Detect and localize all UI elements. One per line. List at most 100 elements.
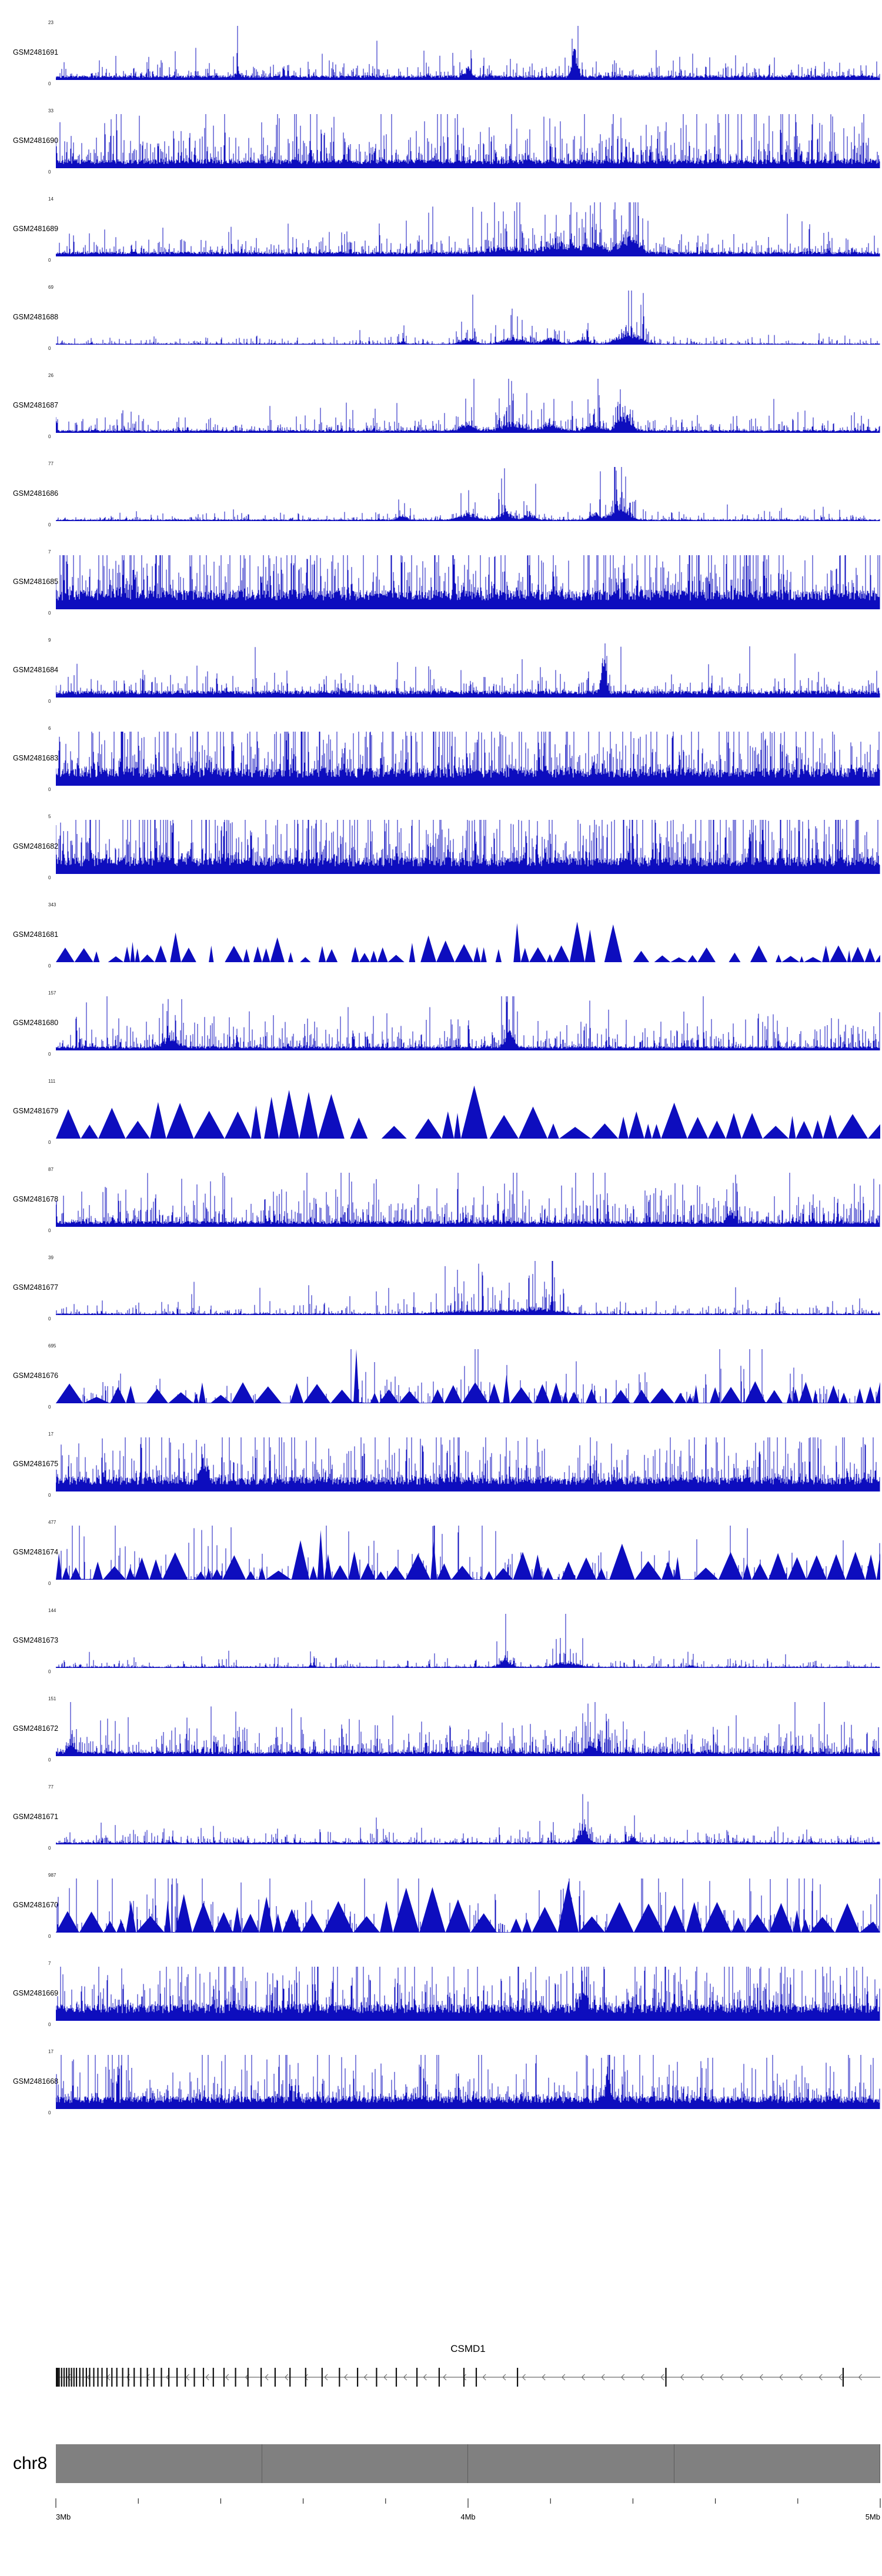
track-ymax-label: 987 [48,1873,56,1878]
track-ymin-label: 0 [48,1934,51,1939]
coverage-plot [56,820,880,874]
track-sample-label: GSM2481674 [13,1548,59,1556]
coverage-track-row: GSM2481673 144 0 [0,1607,882,1695]
track-sample-label: GSM2481673 [13,1636,59,1644]
track-ymin-label: 0 [48,1581,51,1586]
coverage-plot [56,732,880,786]
coverage-track-row: GSM2481670 987 0 [0,1871,882,1960]
coverage-track-row: GSM2481677 39 0 [0,1254,882,1342]
coverage-track-row: GSM2481680 157 0 [0,989,882,1077]
track-sample-label: GSM2481670 [13,1901,59,1909]
coverage-track-row: GSM2481686 77 0 [0,460,882,548]
track-sample-label: GSM2481680 [13,1019,59,1027]
track-sample-label: GSM2481683 [13,754,59,762]
axis-label-5mb: 5Mb [865,2512,880,2521]
coverage-plot [56,1614,880,1668]
coverage-track-row: GSM2481688 69 0 [0,283,882,372]
track-ymax-label: 23 [48,20,54,25]
track-ymax-label: 695 [48,1343,56,1349]
track-ymax-label: 144 [48,1608,56,1613]
track-ymin-label: 0 [48,1493,51,1498]
track-ymin-label: 0 [48,1404,51,1410]
track-ymin-label: 0 [48,2110,51,2115]
track-ymax-label: 157 [48,990,56,996]
gene-name-label: CSMD1 [450,2343,486,2354]
track-sample-label: GSM2481675 [13,1460,59,1468]
track-ymax-label: 14 [48,196,54,202]
track-ymin-label: 0 [48,1669,51,1674]
track-sample-label: GSM2481689 [13,225,59,233]
track-ymax-label: 6 [48,726,51,731]
track-ymin-label: 0 [48,1846,51,1851]
track-ymin-label: 0 [48,787,51,792]
coverage-track-row: GSM2481669 7 0 [0,1960,882,2048]
coverage-plot [56,1794,880,1844]
track-ymin-label: 0 [48,875,51,880]
axis-label-4mb: 4Mb [460,2512,476,2521]
gene-exons [56,2368,844,2387]
track-sample-label: GSM2481684 [13,666,59,674]
track-ymax-label: 477 [48,1520,56,1525]
track-sample-label: GSM2481668 [13,2077,59,2086]
coverage-track-row: GSM2481674 477 0 [0,1519,882,1607]
coverage-plot [56,379,880,433]
track-ymax-label: 111 [48,1079,56,1084]
chromosome-ideogram [56,2444,880,2483]
coverage-track-row: GSM2481681 343 0 [0,901,882,989]
axis-label-3mb: 3Mb [56,2512,71,2521]
coverage-plot [56,1526,880,1580]
track-ymin-label: 0 [48,1228,51,1233]
coverage-track-row: GSM2481690 33 0 [0,107,882,195]
coverage-plot [56,26,880,80]
track-ymin-label: 0 [48,1052,51,1057]
track-ymax-label: 69 [48,285,54,290]
coverage-plot [56,202,880,256]
track-ymax-label: 33 [48,108,54,114]
coverage-track-row: GSM2481685 7 0 [0,548,882,636]
track-ymax-label: 39 [48,1255,54,1260]
coverage-track-row: GSM2481691 23 0 [0,19,882,107]
coverage-plot [56,555,880,609]
coverage-plot [56,1437,880,1491]
coverage-track-row: GSM2481679 111 0 [0,1077,882,1166]
coverage-track-row: GSM2481689 14 0 [0,195,882,283]
coverage-plot [56,1261,880,1315]
coverage-track-row: GSM2481676 695 0 [0,1342,882,1430]
track-ymin-label: 0 [48,81,51,86]
track-ymax-label: 7 [48,549,51,555]
coverage-plot [56,1085,880,1139]
track-ymax-label: 87 [48,1167,54,1172]
coverage-plot [56,291,880,345]
track-ymin-label: 0 [48,522,51,528]
track-ymax-label: 17 [48,2049,54,2054]
coverage-track-row: GSM2481687 26 0 [0,372,882,460]
genomic-axis-ticks [55,2498,881,2508]
track-ymin-label: 0 [48,258,51,263]
track-sample-label: GSM2481687 [13,401,59,409]
track-sample-label: GSM2481688 [13,313,59,321]
coverage-track-row: GSM2481671 77 0 [0,1783,882,1871]
track-sample-label: GSM2481671 [13,1813,59,1821]
coverage-plot [56,1702,880,1756]
track-ymin-label: 0 [48,610,51,616]
track-ymax-label: 7 [48,1961,51,1966]
track-ymax-label: 5 [48,814,51,819]
coverage-plot [56,1878,880,1933]
coverage-plot [56,467,880,521]
track-ymax-label: 77 [48,461,54,466]
track-sample-label: GSM2481679 [13,1107,59,1115]
coverage-track-row: GSM2481668 17 0 [0,2048,882,2136]
gene-model [56,2368,880,2387]
coverage-plot [56,643,880,698]
coverage-track-row: GSM2481678 87 0 [0,1166,882,1254]
coverage-track-row: GSM2481683 6 0 [0,725,882,813]
track-ymax-label: 17 [48,1432,54,1437]
coverage-plot [56,114,880,168]
coverage-track-row: GSM2481672 151 0 [0,1695,882,1783]
track-sample-label: GSM2481682 [13,842,59,850]
coverage-plot [56,1967,880,2021]
track-ymin-label: 0 [48,1316,51,1322]
track-ymin-label: 0 [48,1140,51,1145]
track-sample-label: GSM2481677 [13,1283,59,1292]
